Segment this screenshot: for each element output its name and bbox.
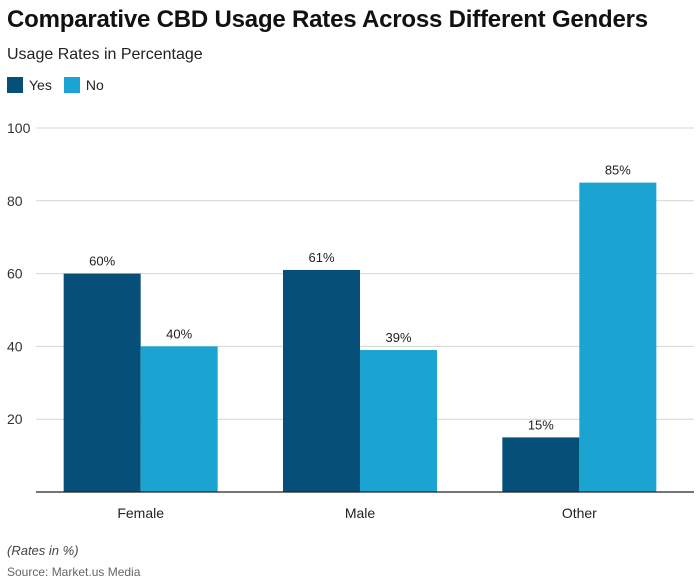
data-label-yes-male: 61%	[308, 250, 334, 265]
chart-title: Comparative CBD Usage Rates Across Diffe…	[7, 6, 648, 33]
legend-swatch-yes	[7, 77, 23, 93]
y-tick-label-20: 20	[7, 411, 23, 427]
legend-swatch-no	[63, 77, 80, 93]
bar-no-male	[360, 350, 437, 492]
bar-yes-female	[63, 273, 141, 492]
data-label-no-male: 39%	[385, 330, 411, 345]
data-label-yes-female: 60%	[89, 254, 115, 269]
bar-yes-male	[283, 269, 360, 492]
y-tick-label-100: 100	[7, 120, 31, 136]
x-tick-label-other: Other	[562, 505, 597, 521]
x-tick-label-male: Male	[345, 505, 376, 521]
bar-no-female	[140, 346, 218, 492]
legend-label-no: No	[85, 77, 104, 93]
footnote: (Rates in %)	[7, 543, 79, 558]
source-credit: Source: Market.us Media	[7, 565, 141, 579]
y-tick-label-60: 60	[7, 266, 23, 282]
legend: Yes No	[7, 77, 116, 93]
y-tick-label-40: 40	[7, 338, 23, 354]
y-tick-label-80: 80	[7, 193, 23, 209]
legend-item-no: No	[63, 77, 104, 93]
x-tick-label-female: Female	[117, 505, 164, 521]
bar-yes-other	[502, 437, 580, 492]
chart-subtitle: Usage Rates in Percentage	[7, 46, 203, 63]
legend-item-yes: Yes	[7, 77, 52, 93]
data-label-yes-other: 15%	[528, 417, 554, 432]
legend-label-yes: Yes	[29, 77, 52, 93]
data-label-no-female: 40%	[166, 326, 192, 341]
bar-no-other	[579, 182, 657, 492]
data-label-no-other: 85%	[605, 163, 631, 178]
